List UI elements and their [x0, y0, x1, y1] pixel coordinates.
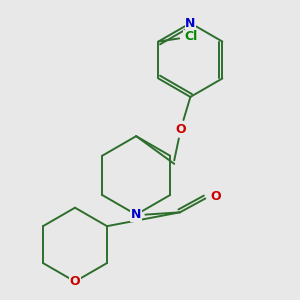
Text: N: N: [185, 16, 196, 30]
Text: N: N: [131, 208, 141, 221]
Text: Cl: Cl: [184, 30, 197, 43]
Text: O: O: [70, 275, 80, 288]
Text: O: O: [211, 190, 221, 203]
Text: O: O: [176, 123, 187, 136]
